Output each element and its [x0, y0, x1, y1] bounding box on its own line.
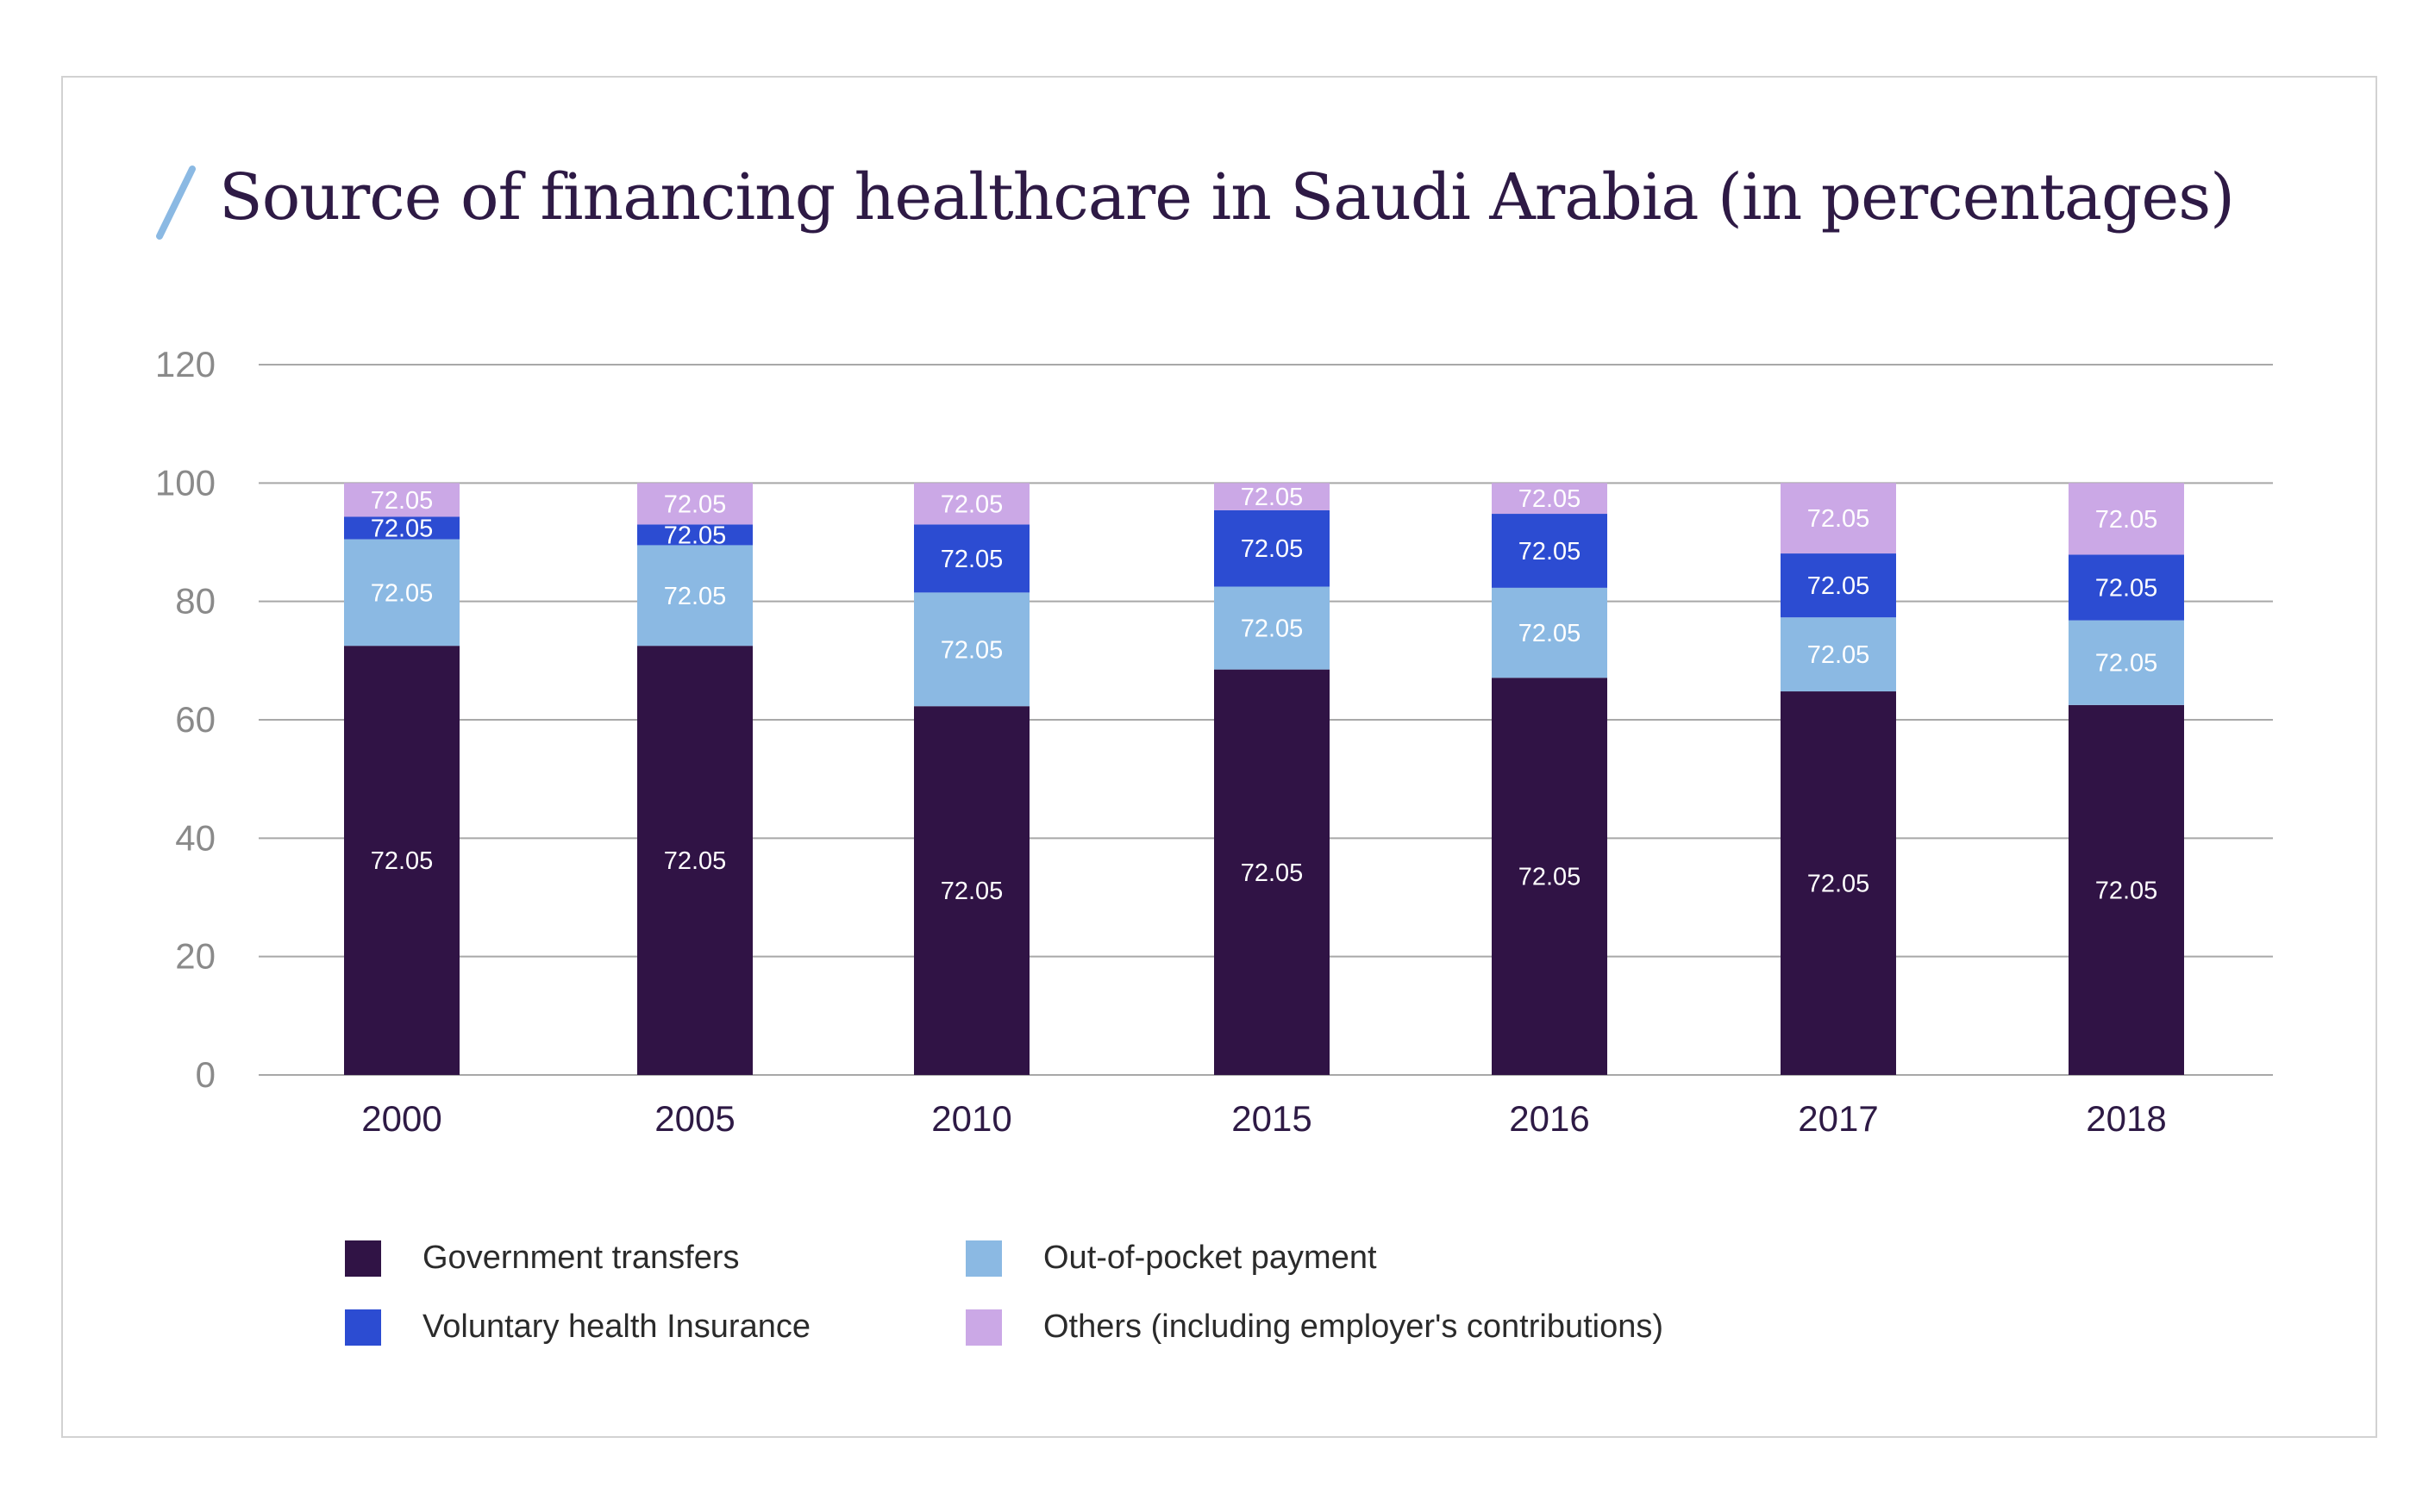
data-label: 72.05: [941, 636, 1004, 664]
legend-item-others: Others (including employer's contributio…: [966, 1309, 1663, 1346]
data-label: 72.05: [1241, 615, 1304, 643]
bar-segment: [914, 483, 1030, 525]
data-label: 72.05: [664, 522, 727, 549]
data-label: 72.05: [1807, 505, 1870, 533]
data-label: 72.05: [371, 487, 434, 515]
bar-segment: [2069, 620, 2184, 705]
bar-segment: [1214, 483, 1330, 510]
bar-segment: [344, 483, 460, 517]
bar-segment: [1492, 587, 1607, 678]
bar-segment: [1214, 509, 1330, 587]
x-tick-label: 2010: [931, 1098, 1011, 1139]
bar-segment: [914, 706, 1030, 1075]
bar-segment: [1492, 678, 1607, 1075]
bar-segment: [637, 524, 753, 546]
data-label: 72.05: [664, 490, 727, 518]
data-label: 72.05: [941, 546, 1004, 573]
chart-title: Source of financing healthcare in Saudi …: [219, 160, 2235, 234]
bar-segment: [2069, 554, 2184, 621]
bar-segment: [1492, 514, 1607, 588]
bar-segment: [2069, 704, 2184, 1075]
data-label: 72.05: [664, 847, 727, 875]
chart-frame: [61, 76, 2377, 1438]
legend-item-voluntary-insurance: Voluntary health Insurance: [345, 1309, 811, 1346]
data-label: 72.05: [371, 847, 434, 875]
data-label: 72.05: [1518, 620, 1581, 647]
legend-item-government-transfers: Government transfers: [345, 1240, 739, 1277]
bar-segment: [1214, 669, 1330, 1075]
data-label: 72.05: [1518, 864, 1581, 891]
y-tick-label: 100: [155, 462, 216, 503]
x-tick-label: 2005: [654, 1098, 735, 1139]
bar-segment: [637, 545, 753, 647]
data-label: 72.05: [1518, 485, 1581, 513]
legend-swatch: [345, 1309, 381, 1346]
bar-segment: [344, 516, 460, 540]
y-tick-label: 80: [175, 581, 216, 622]
data-label: 72.05: [1807, 572, 1870, 600]
bar-segment: [1781, 617, 1896, 692]
y-tick-label: 40: [175, 817, 216, 858]
legend-item-out-of-pocket: Out-of-pocket payment: [966, 1240, 1377, 1277]
legend-swatch: [345, 1240, 381, 1277]
bar-segment: [914, 524, 1030, 593]
title-slash-icon: [156, 166, 196, 240]
bar-segment: [1214, 586, 1330, 670]
bar-segment: [637, 646, 753, 1075]
data-label: 72.05: [941, 490, 1004, 518]
data-label: 72.05: [371, 579, 434, 607]
data-label: 72.05: [1241, 859, 1304, 887]
data-label: 72.05: [2095, 650, 2158, 678]
legend-swatch: [966, 1240, 1002, 1277]
data-label: 72.05: [941, 878, 1004, 905]
data-label: 72.05: [2095, 506, 2158, 534]
y-tick-label: 0: [196, 1054, 216, 1095]
legend-swatch: [966, 1309, 1002, 1346]
legend-label: Out-of-pocket payment: [1043, 1240, 1377, 1276]
legend-label: Others (including employer's contributio…: [1043, 1309, 1664, 1345]
y-tick-label: 60: [175, 699, 216, 740]
bar-segment: [1492, 483, 1607, 515]
bar-segment: [1781, 553, 1896, 618]
bar-segment: [1781, 691, 1896, 1075]
bar-segment: [1781, 483, 1896, 554]
data-label: 72.05: [1241, 484, 1304, 511]
data-label: 72.05: [664, 583, 727, 610]
bar-segment: [914, 592, 1030, 707]
bar-segment: [2069, 483, 2184, 555]
data-label: 72.05: [1241, 535, 1304, 563]
data-label: 72.05: [2095, 877, 2158, 904]
data-label: 72.05: [1518, 538, 1581, 565]
bar-segment: [344, 646, 460, 1075]
x-tick-label: 2000: [361, 1098, 441, 1139]
bar-segment: [637, 483, 753, 525]
x-tick-label: 2018: [2086, 1098, 2166, 1139]
data-label: 72.05: [2095, 575, 2158, 603]
x-tick-label: 2017: [1798, 1098, 1878, 1139]
data-label: 72.05: [1807, 641, 1870, 669]
x-tick-label: 2016: [1509, 1098, 1589, 1139]
y-tick-label: 120: [155, 344, 216, 384]
legend-label: Government transfers: [423, 1240, 740, 1276]
data-label: 72.05: [371, 515, 434, 543]
bar-segment: [344, 539, 460, 647]
data-label: 72.05: [1807, 871, 1870, 898]
y-tick-label: 20: [175, 936, 216, 977]
legend-label: Voluntary health Insurance: [423, 1309, 811, 1345]
x-tick-label: 2015: [1231, 1098, 1311, 1139]
